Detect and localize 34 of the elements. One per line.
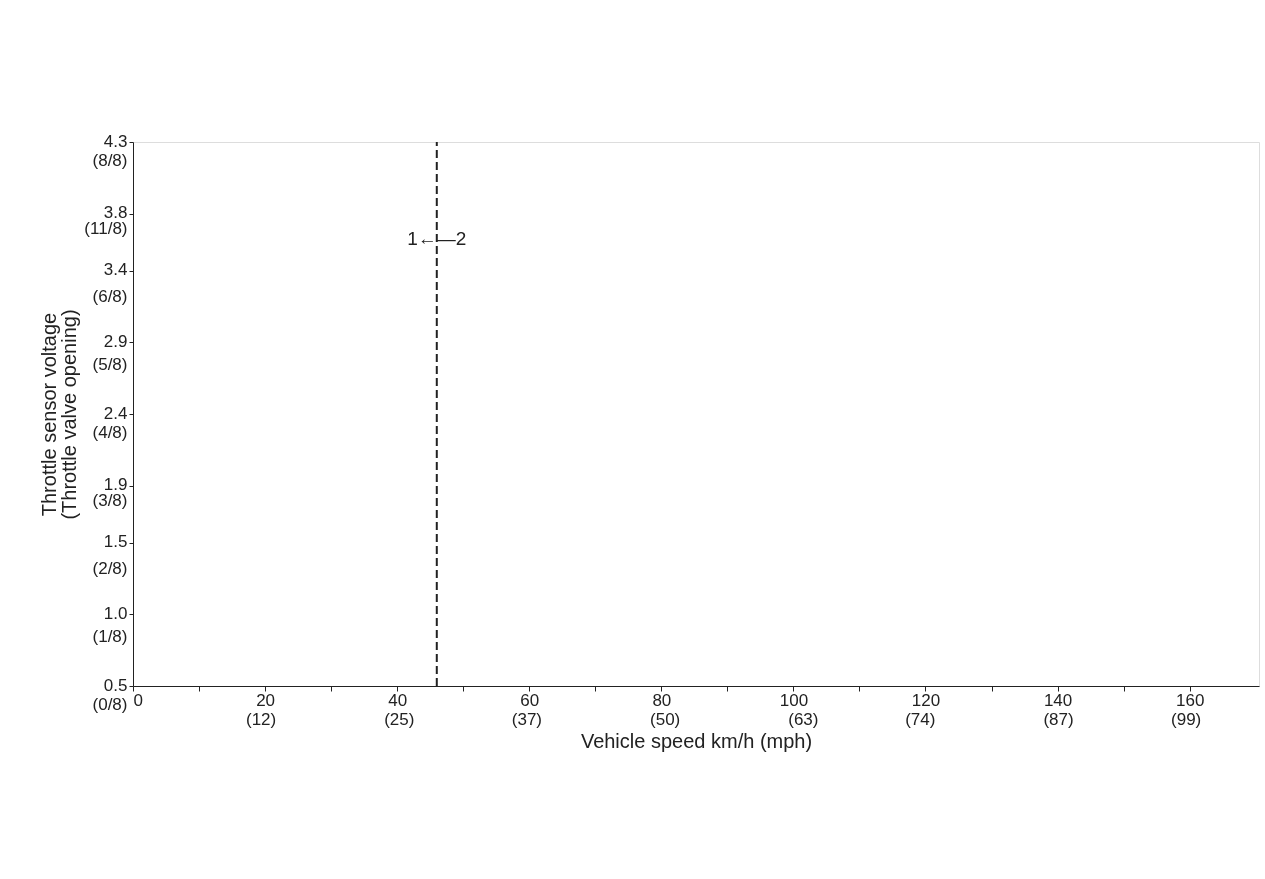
category-label: (0/8) bbox=[92, 694, 128, 714]
x-tick-label: 0 bbox=[133, 690, 143, 710]
x2-tick-label: (74) bbox=[905, 709, 936, 729]
annotation: 1←—2 bbox=[407, 228, 467, 250]
x-tick-label: 160 bbox=[1175, 690, 1205, 710]
y-tick-label: 1.5 bbox=[103, 532, 128, 552]
category-label: (4/8) bbox=[92, 422, 128, 442]
x-tick-label: 60 bbox=[520, 690, 540, 710]
x-tick-label: 20 bbox=[256, 690, 276, 710]
x2-tick-label: (99) bbox=[1171, 709, 1202, 729]
x2-tick-label: (12) bbox=[245, 709, 277, 729]
x-axis-title: Vehicle speed km/h (mph) bbox=[580, 729, 813, 752]
y-tick-label: 0.5 bbox=[103, 675, 128, 695]
y-tick-label: 2.9 bbox=[103, 331, 128, 351]
x2-tick-label: (63) bbox=[788, 709, 819, 729]
y-tick-label: 3.4 bbox=[103, 260, 128, 280]
category-label: (1/8) bbox=[92, 626, 128, 646]
y-axis-title: Throttle sensor voltage (Throttle valve opening) bbox=[37, 309, 80, 520]
x-tick-label: 140 bbox=[1043, 690, 1073, 710]
category-label: (8/8) bbox=[92, 150, 128, 170]
category-label: (5/8) bbox=[92, 354, 128, 374]
x2-tick-label: (37) bbox=[511, 709, 543, 729]
y-tick-label: 2.4 bbox=[103, 403, 128, 423]
y-tick-label: 1.0 bbox=[103, 603, 128, 623]
x-tick-label: 80 bbox=[652, 690, 672, 710]
x2-tick-label: (50) bbox=[650, 709, 681, 729]
x-tick-label: 120 bbox=[911, 690, 941, 710]
category-label: (2/8) bbox=[92, 558, 128, 578]
y-tick-label: 4.3 bbox=[103, 131, 128, 151]
x2-tick-label: (25) bbox=[384, 709, 415, 729]
x2-tick-label: (87) bbox=[1043, 709, 1074, 729]
x-tick-label: 100 bbox=[779, 690, 809, 710]
category-label: (6/8) bbox=[92, 286, 128, 306]
x-tick-label: 40 bbox=[388, 690, 408, 710]
